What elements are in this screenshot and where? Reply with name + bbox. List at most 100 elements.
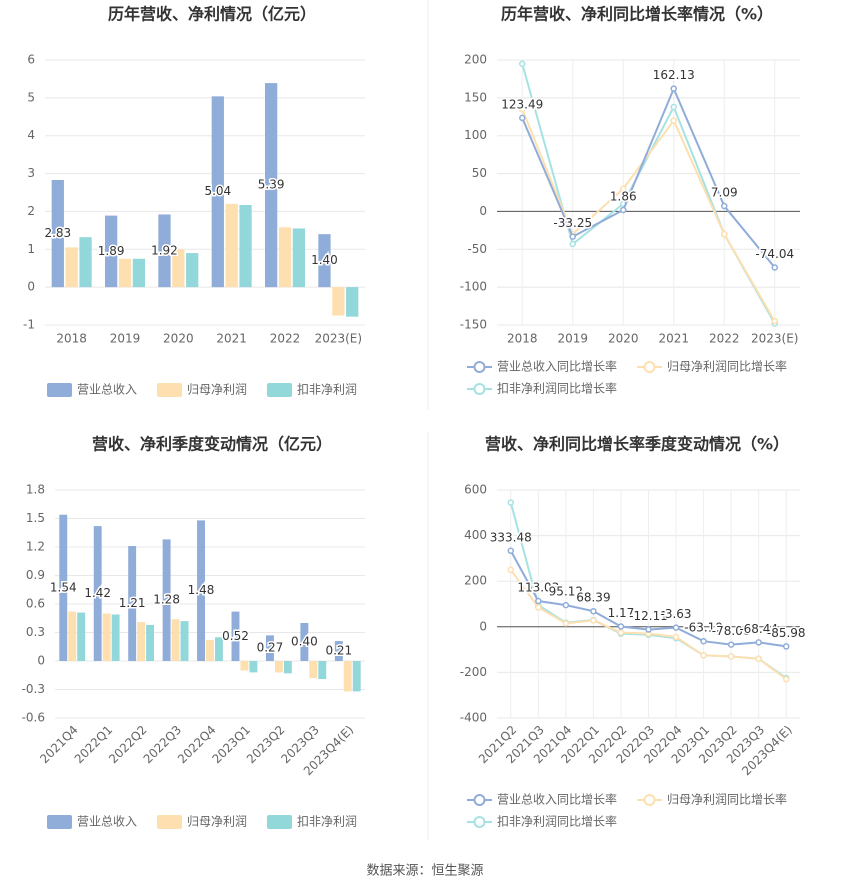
y-tick-label: -150 [460,318,487,332]
bar [352,661,361,692]
y-tick-label: 0 [37,654,45,668]
point [562,601,570,609]
legend-item: 归母净利润同比增长率 [637,359,787,374]
bar [186,253,199,288]
x-tick-label: 2018 [56,332,87,346]
point [569,233,576,240]
data-label: -85.98 [767,626,806,640]
line [521,86,776,269]
point [700,637,707,645]
bar [239,204,252,288]
legend-item: 归母净利润同比增长率 [637,792,787,807]
legend-swatch [47,815,72,829]
point [727,641,735,648]
bar [65,247,78,288]
data-label: 1.28 [153,593,180,607]
legend-swatch [643,361,656,373]
legend-swatch [47,383,72,397]
point [507,566,515,574]
data-label: 1.92 [151,243,178,257]
y-tick-label: 1.5 [26,511,45,525]
legend-item: 归母净利润 [157,815,247,829]
data-label: -78.06 [712,624,751,638]
legend-label: 归母净利润同比增长率 [667,792,787,807]
legend-label: 扣非净利润同比增长率 [497,814,617,829]
legend-swatch [157,815,182,829]
data-label: 1.89 [98,244,125,258]
x-tick-label: 2021 [658,332,689,346]
data-label: 1.54 [50,580,77,594]
data-label: 1.48 [188,583,215,597]
bar [346,287,359,317]
y-tick-label: 3 [27,166,35,180]
point [519,105,526,113]
legend-label: 扣非净利润 [297,383,357,397]
legend-item: 扣非净利润同比增长率 [467,381,617,396]
bar [68,611,77,661]
x-tick-label: 2022 [709,332,740,346]
bar [171,619,180,661]
legend-label: 扣非净利润同比增长率 [497,381,617,396]
legend-swatch [157,383,182,397]
data-label: 1.40 [311,253,338,267]
legend-item: 营业总收入 [47,815,137,829]
bar [197,520,206,661]
y-tick-label: 0.3 [26,625,45,639]
data-label: 95.12 [549,585,583,599]
legend-swatch [473,794,486,806]
point [670,117,677,124]
bar [309,661,318,679]
legend-swatch [643,794,656,806]
bar [214,637,223,661]
legend-label: 营业总收入同比增长率 [497,792,617,807]
bar [265,635,274,661]
y-tick-label: -0.3 [22,682,45,696]
legend-item: 扣非净利润同比增长率 [467,814,617,829]
y-tick-label: 4 [27,128,35,142]
data-label: -33.25 [553,216,592,230]
bar [292,228,305,288]
data-label: 0.40 [291,635,318,649]
bar [146,624,155,661]
data-label: 1.21 [119,596,146,610]
bar [180,621,189,661]
bar [77,612,86,661]
bar [300,623,309,661]
chart: 营收、净利季度变动情况（亿元） -0.6 -0.3 0 0.3 0.6 0.9 1.2 1.5 1… [22,435,365,829]
y-tick-label: 1.8 [26,483,45,497]
data-label: -74.04 [755,247,794,261]
point [755,655,762,662]
bar [128,546,137,661]
chart-title: 营收、净利同比增长率季度变动情况（%） [485,435,789,454]
chart: 历年营收、净利同比增长率情况（%） -150 -100 -50 0 50 100 150 200… [460,5,800,396]
y-tick-label: 0.6 [26,597,45,611]
x-tick-label: 2020 [608,332,639,346]
y-tick-label: 200 [464,574,487,588]
x-tick-label: 2020 [163,332,194,346]
y-tick-label: 150 [464,90,487,104]
bar [249,661,258,673]
y-tick-label: 100 [464,128,487,142]
bar [211,96,224,288]
point [519,60,526,68]
x-tick-label: 2023(E) [315,332,362,346]
point [700,652,707,659]
point [670,103,677,111]
legend-item: 扣非净利润 [267,815,357,829]
point [771,317,778,325]
point [535,597,542,605]
chart-title: 历年营收、净利同比增长率情况（%） [501,5,773,24]
point [645,626,652,633]
data-label: 333.48 [490,530,532,544]
point [782,643,790,650]
legend-swatch [473,816,486,828]
y-tick-label: 0 [479,204,487,218]
bar [102,613,111,661]
data-label: 2.83 [44,226,71,240]
y-tick-label: 0.9 [26,568,45,582]
x-tick-label: 2021 [216,332,247,346]
x-tick-label: 2018 [507,332,538,346]
bar [334,641,343,661]
x-tick-label: 2023(E) [751,332,798,346]
